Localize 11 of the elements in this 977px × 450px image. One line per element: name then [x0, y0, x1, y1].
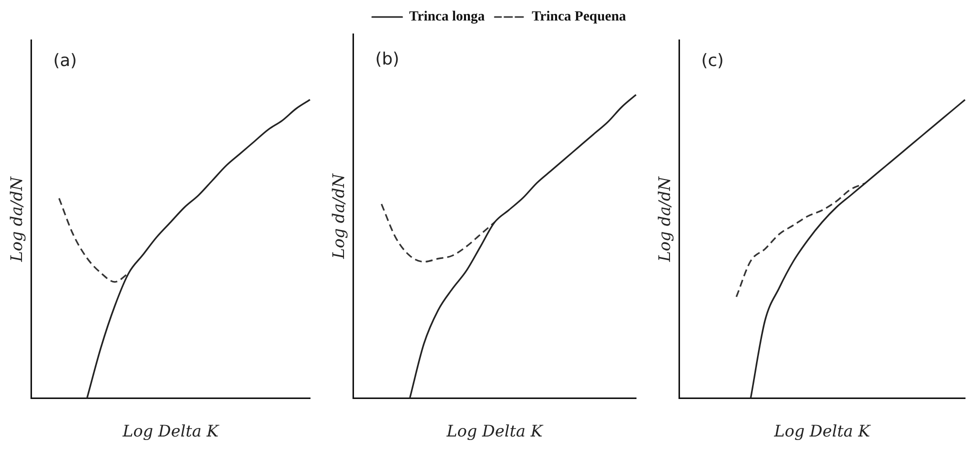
y-axis-title: Log da/dN	[6, 176, 26, 263]
legend-label: Trinca longa	[409, 10, 485, 25]
x-axis-title: Log Delta K	[122, 422, 220, 441]
text: (a)	[53, 51, 77, 71]
text: (b)	[375, 49, 400, 70]
x-axis-title: Log Delta K	[773, 422, 872, 441]
y-axis-title: Log da/dN	[654, 176, 674, 263]
text: (c)	[701, 51, 724, 71]
legend-label: Trinca Pequena	[532, 10, 626, 25]
y-axis-title: Log da/dN	[328, 172, 348, 260]
x-axis-title: Log Delta K	[446, 422, 544, 441]
